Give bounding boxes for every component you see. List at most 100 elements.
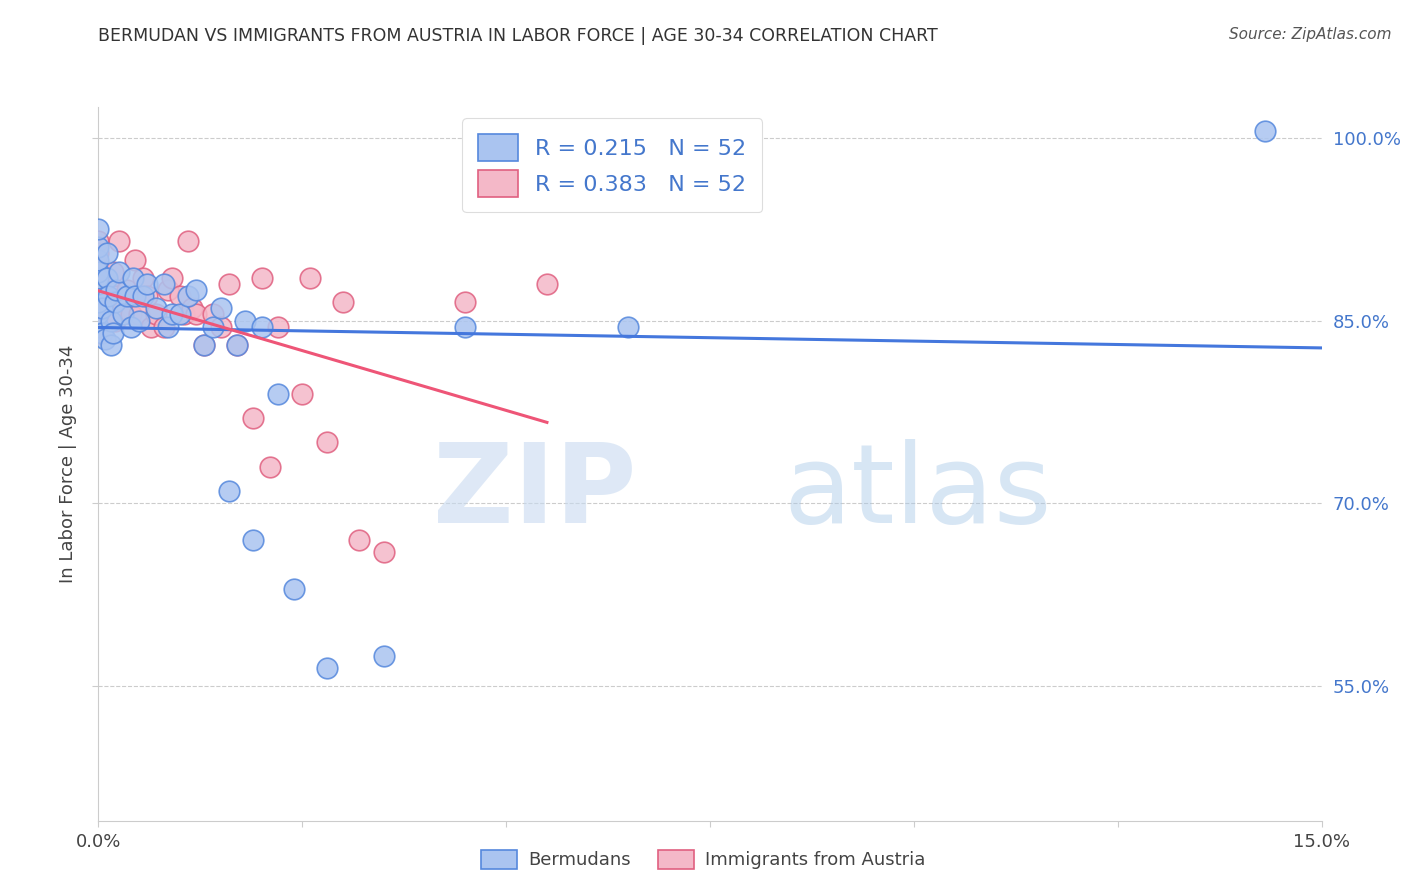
Legend: R = 0.215   N = 52, R = 0.383   N = 52: R = 0.215 N = 52, R = 0.383 N = 52 [463, 118, 762, 212]
Point [349, 533, 371, 547]
Point [283, 582, 305, 596]
Point [87, 265, 110, 279]
Point [315, 435, 337, 450]
Point [145, 301, 167, 316]
Point [100, 313, 122, 327]
Point [87, 295, 110, 310]
Point [193, 338, 215, 352]
Point [373, 545, 395, 559]
Point [120, 307, 142, 321]
Point [105, 283, 128, 297]
Point [87, 307, 110, 321]
Point [94, 332, 117, 346]
Point [87, 301, 110, 316]
Point [193, 338, 215, 352]
Point [111, 307, 134, 321]
Point [201, 319, 224, 334]
Point [141, 319, 163, 334]
Point [315, 661, 337, 675]
Point [169, 289, 191, 303]
Point [226, 338, 249, 352]
Point [87, 270, 110, 285]
Point [96, 277, 118, 291]
Point [250, 270, 273, 285]
Point [101, 326, 124, 340]
Point [152, 277, 174, 291]
Point [87, 246, 110, 260]
Point [115, 283, 138, 297]
Point [617, 319, 640, 334]
Point [105, 289, 128, 303]
Point [87, 234, 110, 248]
Point [156, 283, 179, 297]
Point [173, 307, 195, 321]
Point [96, 246, 118, 260]
Point [115, 289, 138, 303]
Point [291, 386, 314, 401]
Point [87, 270, 110, 285]
Point [267, 386, 290, 401]
Legend: Bermudans, Immigrants from Austria: Bermudans, Immigrants from Austria [472, 841, 934, 879]
Point [87, 252, 110, 267]
Text: atlas: atlas [783, 439, 1052, 546]
Point [97, 307, 120, 321]
Point [218, 277, 240, 291]
Point [160, 270, 183, 285]
Point [101, 265, 124, 279]
Text: ZIP: ZIP [433, 439, 637, 546]
Point [87, 283, 110, 297]
Text: Source: ZipAtlas.com: Source: ZipAtlas.com [1229, 27, 1392, 42]
Point [156, 319, 179, 334]
Point [87, 222, 110, 236]
Point [100, 283, 122, 297]
Point [104, 313, 127, 327]
Point [91, 301, 114, 316]
Point [128, 313, 150, 327]
Point [299, 270, 322, 285]
Point [226, 338, 249, 352]
Point [152, 319, 174, 334]
Point [209, 319, 232, 334]
Point [454, 295, 477, 310]
Text: BERMUDAN VS IMMIGRANTS FROM AUSTRIA IN LABOR FORCE | AGE 30-34 CORRELATION CHART: BERMUDAN VS IMMIGRANTS FROM AUSTRIA IN L… [98, 27, 938, 45]
Point [91, 326, 114, 340]
Point [181, 301, 204, 316]
Point [128, 307, 150, 321]
Point [242, 411, 264, 425]
Point [209, 301, 232, 316]
Point [97, 289, 120, 303]
Point [87, 313, 110, 327]
Point [332, 295, 354, 310]
Point [108, 265, 131, 279]
Point [132, 270, 155, 285]
Point [87, 326, 110, 340]
Point [218, 484, 240, 499]
Point [87, 277, 110, 291]
Point [169, 307, 191, 321]
Point [177, 234, 200, 248]
Point [120, 319, 142, 334]
Point [91, 319, 114, 334]
Point [536, 277, 558, 291]
Point [145, 307, 167, 321]
Point [201, 307, 224, 321]
Point [108, 234, 131, 248]
Point [124, 289, 146, 303]
Point [87, 289, 110, 303]
Point [242, 533, 264, 547]
Point [87, 259, 110, 273]
Point [104, 295, 127, 310]
Point [111, 301, 134, 316]
Point [160, 307, 183, 321]
Point [186, 283, 208, 297]
Point [87, 277, 110, 291]
Point [96, 270, 118, 285]
Point [177, 289, 200, 303]
Point [233, 313, 256, 327]
Point [94, 289, 117, 303]
Point [136, 277, 159, 291]
Point [121, 270, 143, 285]
Y-axis label: In Labor Force | Age 30-34: In Labor Force | Age 30-34 [59, 344, 77, 583]
Point [124, 252, 146, 267]
Point [87, 319, 110, 334]
